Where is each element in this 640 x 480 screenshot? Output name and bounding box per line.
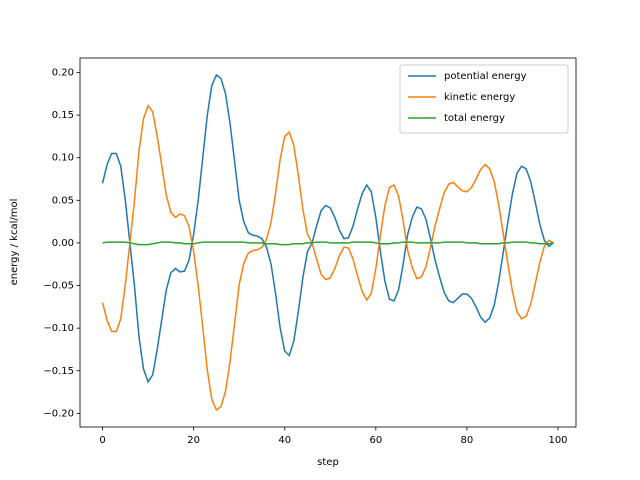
x-tick-label: 0 <box>99 435 105 446</box>
y-tick-label: 0.00 <box>52 238 74 249</box>
y-tick-label: −0.05 <box>43 281 74 292</box>
x-tick-label: 20 <box>187 435 200 446</box>
legend-label: total energy <box>444 113 505 124</box>
y-tick-label: −0.15 <box>43 366 74 377</box>
x-tick-label: 40 <box>278 435 291 446</box>
y-tick-label: 0.20 <box>52 67 74 78</box>
x-tick-label: 80 <box>461 435 474 446</box>
y-tick-label: 0.10 <box>52 153 74 164</box>
legend-box <box>399 64 569 134</box>
y-tick-label: 0.05 <box>52 195 74 206</box>
series-line <box>101 73 554 384</box>
legend-label: kinetic energy <box>444 92 515 103</box>
series-line <box>102 241 554 246</box>
y-tick-label: −0.20 <box>43 408 74 419</box>
y-axis-label: energy / kcal/mol <box>9 199 20 286</box>
series-line <box>101 104 554 412</box>
x-axis-label: step <box>317 457 339 468</box>
y-tick-label: −0.10 <box>43 323 74 334</box>
x-tick-label: 60 <box>369 435 382 446</box>
plot-frame <box>79 57 577 428</box>
x-tick-label: 100 <box>548 435 567 446</box>
legend-label: potential energy <box>444 71 527 82</box>
y-tick-label: 0.15 <box>52 110 74 121</box>
